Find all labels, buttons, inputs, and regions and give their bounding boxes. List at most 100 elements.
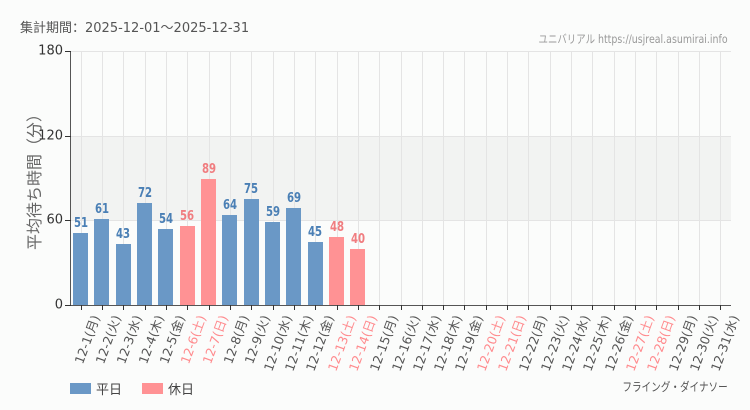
bar-value-label: 40 bbox=[350, 231, 365, 247]
bar-value-label: 43 bbox=[116, 227, 131, 243]
y-tick bbox=[65, 135, 71, 137]
holiday-bar[interactable] bbox=[179, 225, 195, 305]
x-tick bbox=[720, 305, 722, 310]
v-gridline bbox=[251, 51, 253, 305]
x-tick bbox=[635, 305, 637, 310]
x-tick bbox=[165, 305, 167, 310]
weekday-bar[interactable] bbox=[243, 199, 259, 305]
x-tick bbox=[677, 305, 679, 310]
x-tick bbox=[293, 305, 295, 310]
v-gridline bbox=[208, 51, 210, 305]
v-gridline bbox=[187, 51, 189, 305]
v-gridline bbox=[485, 51, 487, 305]
y-axis bbox=[70, 51, 71, 306]
x-tick bbox=[272, 305, 274, 310]
v-gridline bbox=[464, 51, 466, 305]
bar-value-label: 72 bbox=[137, 186, 152, 202]
v-gridline bbox=[677, 51, 679, 305]
v-gridline bbox=[549, 51, 551, 305]
attraction-name: フライング・ダイナソー bbox=[622, 380, 728, 394]
x-tick bbox=[144, 305, 146, 310]
x-tick bbox=[699, 305, 701, 310]
legend-label: 平日 bbox=[96, 383, 123, 398]
x-tick bbox=[357, 305, 359, 310]
v-gridline bbox=[507, 51, 509, 305]
y-tick bbox=[65, 51, 71, 52]
v-gridline bbox=[379, 51, 381, 305]
weekday-bar[interactable] bbox=[137, 203, 153, 305]
v-gridline bbox=[720, 51, 722, 305]
y-tick-label: 180 bbox=[38, 43, 63, 59]
v-gridline bbox=[613, 51, 615, 305]
x-tick bbox=[592, 305, 594, 310]
v-gridline bbox=[357, 51, 359, 305]
weekday-bar[interactable] bbox=[222, 214, 238, 305]
y-tick bbox=[65, 305, 71, 306]
bar-value-label: 45 bbox=[308, 224, 323, 240]
holiday-bar[interactable] bbox=[350, 248, 366, 305]
legend-item-weekday[interactable]: 平日 bbox=[70, 379, 122, 398]
x-tick bbox=[485, 305, 487, 310]
x-tick bbox=[229, 305, 231, 310]
bar-value-label: 61 bbox=[94, 201, 110, 217]
x-tick bbox=[187, 305, 189, 310]
weekday-bar[interactable] bbox=[307, 241, 323, 305]
x-tick bbox=[507, 305, 509, 310]
v-gridline bbox=[400, 51, 402, 305]
weekday-bar[interactable] bbox=[265, 221, 281, 305]
bar-value-label: 64 bbox=[222, 197, 237, 213]
bar-value-label: 51 bbox=[73, 216, 88, 232]
bar-value-label: 48 bbox=[329, 220, 344, 236]
bar-value-label: 54 bbox=[158, 211, 173, 227]
x-tick bbox=[208, 305, 210, 310]
v-gridline bbox=[635, 51, 637, 305]
holiday-bar[interactable] bbox=[329, 237, 345, 305]
v-gridline bbox=[592, 51, 594, 305]
x-tick bbox=[656, 305, 658, 310]
x-tick bbox=[336, 305, 338, 310]
v-gridline bbox=[272, 51, 274, 305]
v-gridline bbox=[165, 51, 167, 305]
bar-value-label: 59 bbox=[265, 204, 280, 220]
weekday-bar[interactable] bbox=[286, 207, 302, 305]
weekday-bar[interactable] bbox=[158, 228, 174, 305]
v-gridline bbox=[656, 51, 658, 305]
x-tick bbox=[315, 305, 317, 310]
x-tick bbox=[379, 305, 381, 310]
weekday-swatch bbox=[70, 383, 91, 394]
legend: 平日 休日 bbox=[70, 379, 214, 398]
v-gridline bbox=[101, 51, 103, 305]
v-gridline bbox=[293, 51, 295, 305]
weekday-bar[interactable] bbox=[115, 244, 131, 305]
x-tick bbox=[528, 305, 530, 310]
bar-value-label: 89 bbox=[201, 162, 216, 178]
legend-item-holiday[interactable]: 休日 bbox=[142, 379, 194, 398]
v-gridline bbox=[528, 51, 530, 305]
v-gridline bbox=[421, 51, 423, 305]
v-gridline bbox=[336, 51, 338, 305]
v-gridline bbox=[443, 51, 445, 305]
weekday-bar[interactable] bbox=[73, 233, 89, 305]
y-tick-label: 120 bbox=[38, 128, 63, 144]
legend-label: 休日 bbox=[168, 383, 195, 398]
v-gridline bbox=[315, 51, 317, 305]
x-tick bbox=[571, 305, 573, 310]
x-tick bbox=[443, 305, 445, 310]
v-gridline bbox=[229, 51, 231, 305]
v-gridline bbox=[144, 51, 146, 305]
y-tick-label: 0 bbox=[54, 297, 63, 313]
site-credit: ユニバリアル https://usjreal.asumirai.info bbox=[538, 32, 728, 46]
x-tick bbox=[464, 305, 466, 310]
y-tick-label: 60 bbox=[46, 212, 63, 228]
x-tick bbox=[613, 305, 615, 310]
x-tick bbox=[421, 305, 423, 310]
v-gridline bbox=[123, 51, 125, 305]
weekday-bar[interactable] bbox=[94, 218, 110, 305]
v-gridline bbox=[699, 51, 701, 305]
x-tick bbox=[101, 305, 103, 310]
holiday-swatch bbox=[142, 383, 164, 394]
holiday-bar[interactable] bbox=[201, 179, 217, 305]
v-gridline bbox=[571, 51, 573, 305]
x-tick bbox=[251, 305, 253, 310]
v-gridline bbox=[80, 51, 82, 305]
